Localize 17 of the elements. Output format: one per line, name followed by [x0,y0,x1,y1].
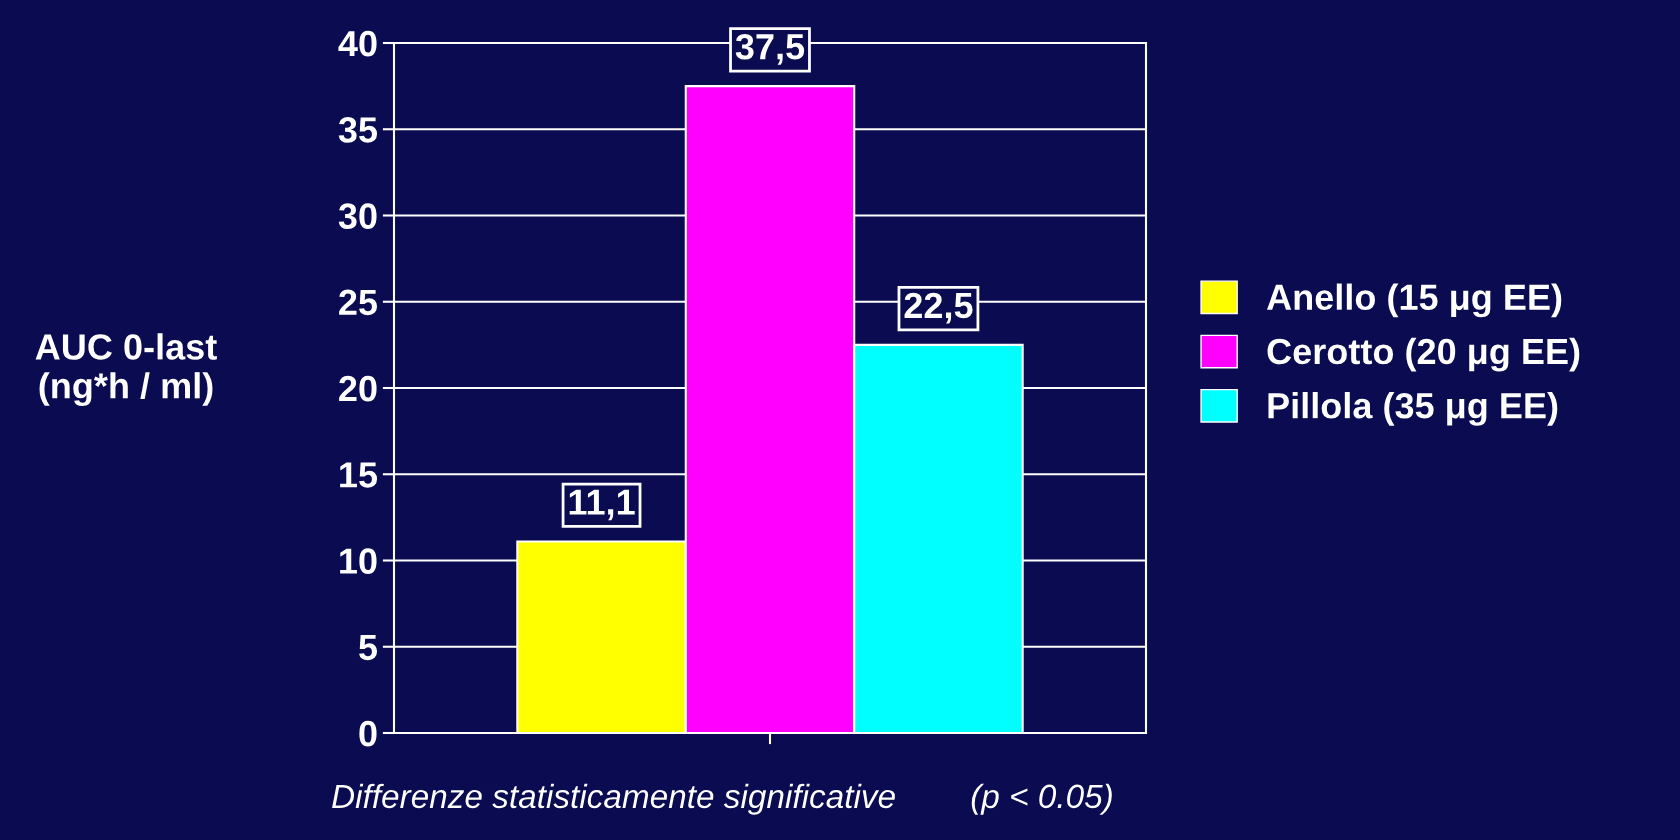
y-tick-label: 0 [359,720,377,747]
legend-label: Pillola (35 μg EE) [1268,392,1558,426]
y-tick-label: 40 [338,30,377,57]
data-label: 22,5 [904,292,973,324]
legend-label: Anello (15 μg EE) [1266,283,1562,318]
y-tick-label: 20 [339,375,377,402]
data-label: 11,1 [569,489,635,521]
y-tick-label: 35 [338,117,378,143]
y-tick-label: 25 [339,289,378,316]
y-axis-title: AUC 0-last (ng*h / ml) [35,333,217,406]
y-tick-label: 5 [359,634,378,661]
y-tick-label: 30 [338,203,377,229]
legend-label: Cerotto (20 μg EE) [1267,337,1580,372]
y-tick-label: 10 [340,548,377,574]
text: Differenze statisticamente significative (p < 0.05) [332,783,1112,815]
y-tick-label: 15 [340,462,378,488]
data-label: 37,5 [735,33,805,65]
